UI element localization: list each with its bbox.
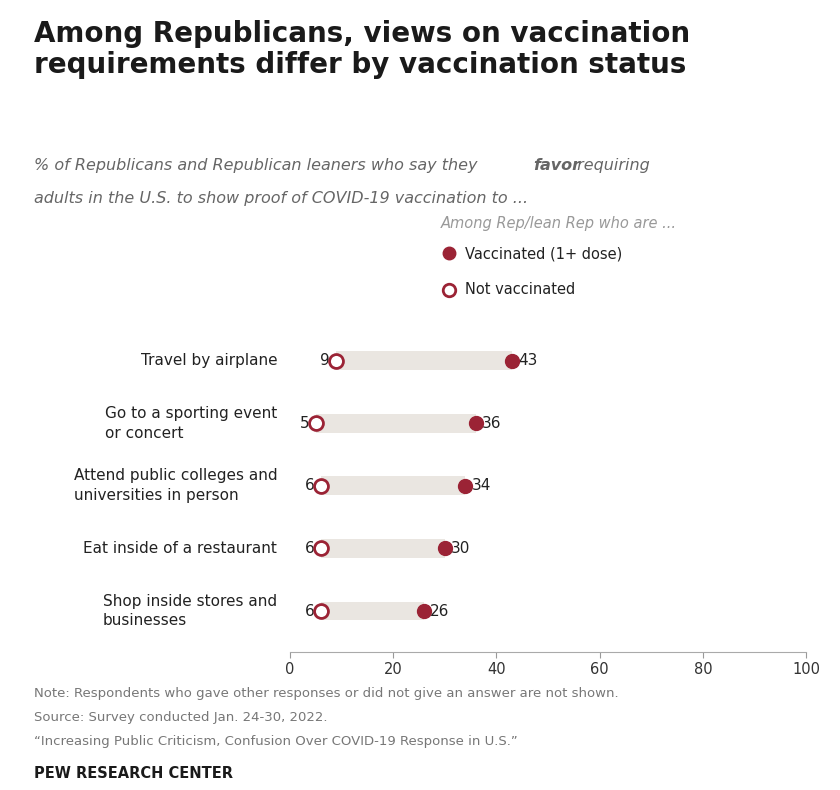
Text: 36: 36 [482, 416, 501, 431]
Text: 9: 9 [320, 353, 330, 368]
Text: 34: 34 [471, 479, 491, 493]
Bar [321, 539, 445, 558]
Text: 6: 6 [305, 479, 315, 493]
Text: 43: 43 [518, 353, 538, 368]
Text: Travel by airplane: Travel by airplane [140, 353, 277, 368]
Text: 5: 5 [300, 416, 309, 431]
Text: Eat inside of a restaurant: Eat inside of a restaurant [83, 541, 277, 556]
Text: 26: 26 [430, 604, 449, 619]
Text: favor: favor [533, 158, 580, 173]
Text: Shop inside stores and
businesses: Shop inside stores and businesses [103, 593, 277, 629]
Text: Go to a sporting event
or concert: Go to a sporting event or concert [105, 406, 277, 441]
Text: Vaccinated (1+ dose): Vaccinated (1+ dose) [465, 247, 622, 261]
Text: Source: Survey conducted Jan. 24-30, 2022.: Source: Survey conducted Jan. 24-30, 202… [34, 711, 327, 724]
Text: 30: 30 [451, 541, 470, 556]
Text: Among Republicans, views on vaccination
requirements differ by vaccination statu: Among Republicans, views on vaccination … [34, 20, 690, 79]
Bar [321, 602, 424, 620]
Text: PEW RESEARCH CENTER: PEW RESEARCH CENTER [34, 766, 233, 781]
Bar [336, 352, 512, 370]
Bar [321, 476, 465, 495]
Bar [316, 414, 475, 433]
Text: % of Republicans and Republican leaners who say they: % of Republicans and Republican leaners … [34, 158, 482, 173]
Text: 6: 6 [305, 541, 315, 556]
Text: adults in the U.S. to show proof of COVID-19 vaccination to ...: adults in the U.S. to show proof of COVI… [34, 191, 528, 206]
Text: 6: 6 [305, 604, 315, 619]
Text: Not vaccinated: Not vaccinated [465, 282, 575, 296]
Text: requiring: requiring [572, 158, 650, 173]
Text: Attend public colleges and
universities in person: Attend public colleges and universities … [74, 468, 277, 503]
Text: Among Rep/lean Rep who are ...: Among Rep/lean Rep who are ... [441, 216, 677, 231]
Text: Note: Respondents who gave other responses or did not give an answer are not sho: Note: Respondents who gave other respons… [34, 687, 618, 700]
Text: “Increasing Public Criticism, Confusion Over COVID-19 Response in U.S.”: “Increasing Public Criticism, Confusion … [34, 735, 517, 747]
